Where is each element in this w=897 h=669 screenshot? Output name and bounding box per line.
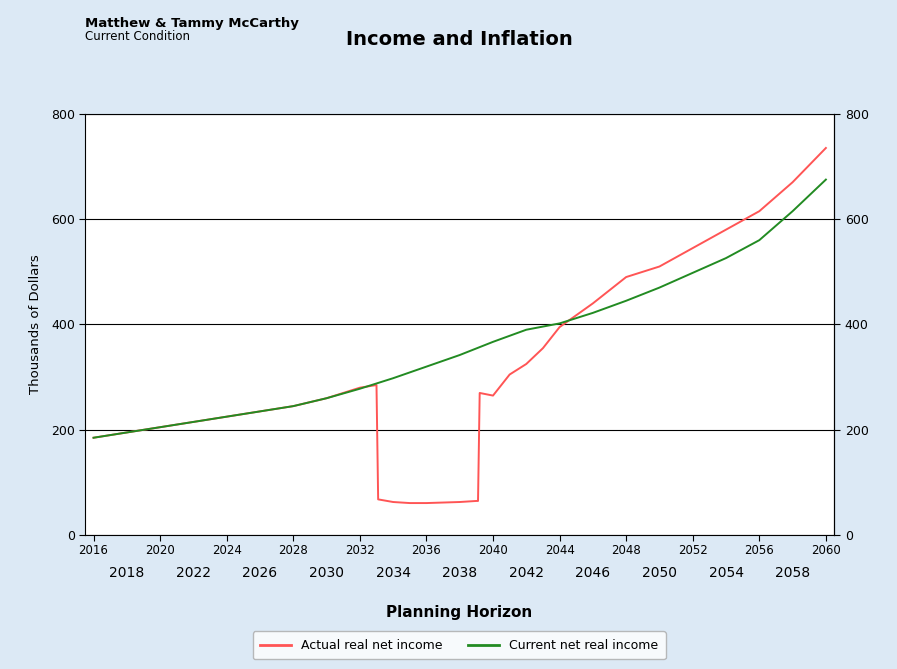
Text: Current Condition: Current Condition xyxy=(85,30,190,43)
Text: Income and Inflation: Income and Inflation xyxy=(346,30,572,49)
Text: Planning Horizon: Planning Horizon xyxy=(386,605,533,619)
Y-axis label: Thousands of Dollars: Thousands of Dollars xyxy=(30,255,42,394)
Text: Matthew & Tammy McCarthy: Matthew & Tammy McCarthy xyxy=(85,17,299,29)
Legend: Actual real net income, Current net real income: Actual real net income, Current net real… xyxy=(253,632,666,660)
